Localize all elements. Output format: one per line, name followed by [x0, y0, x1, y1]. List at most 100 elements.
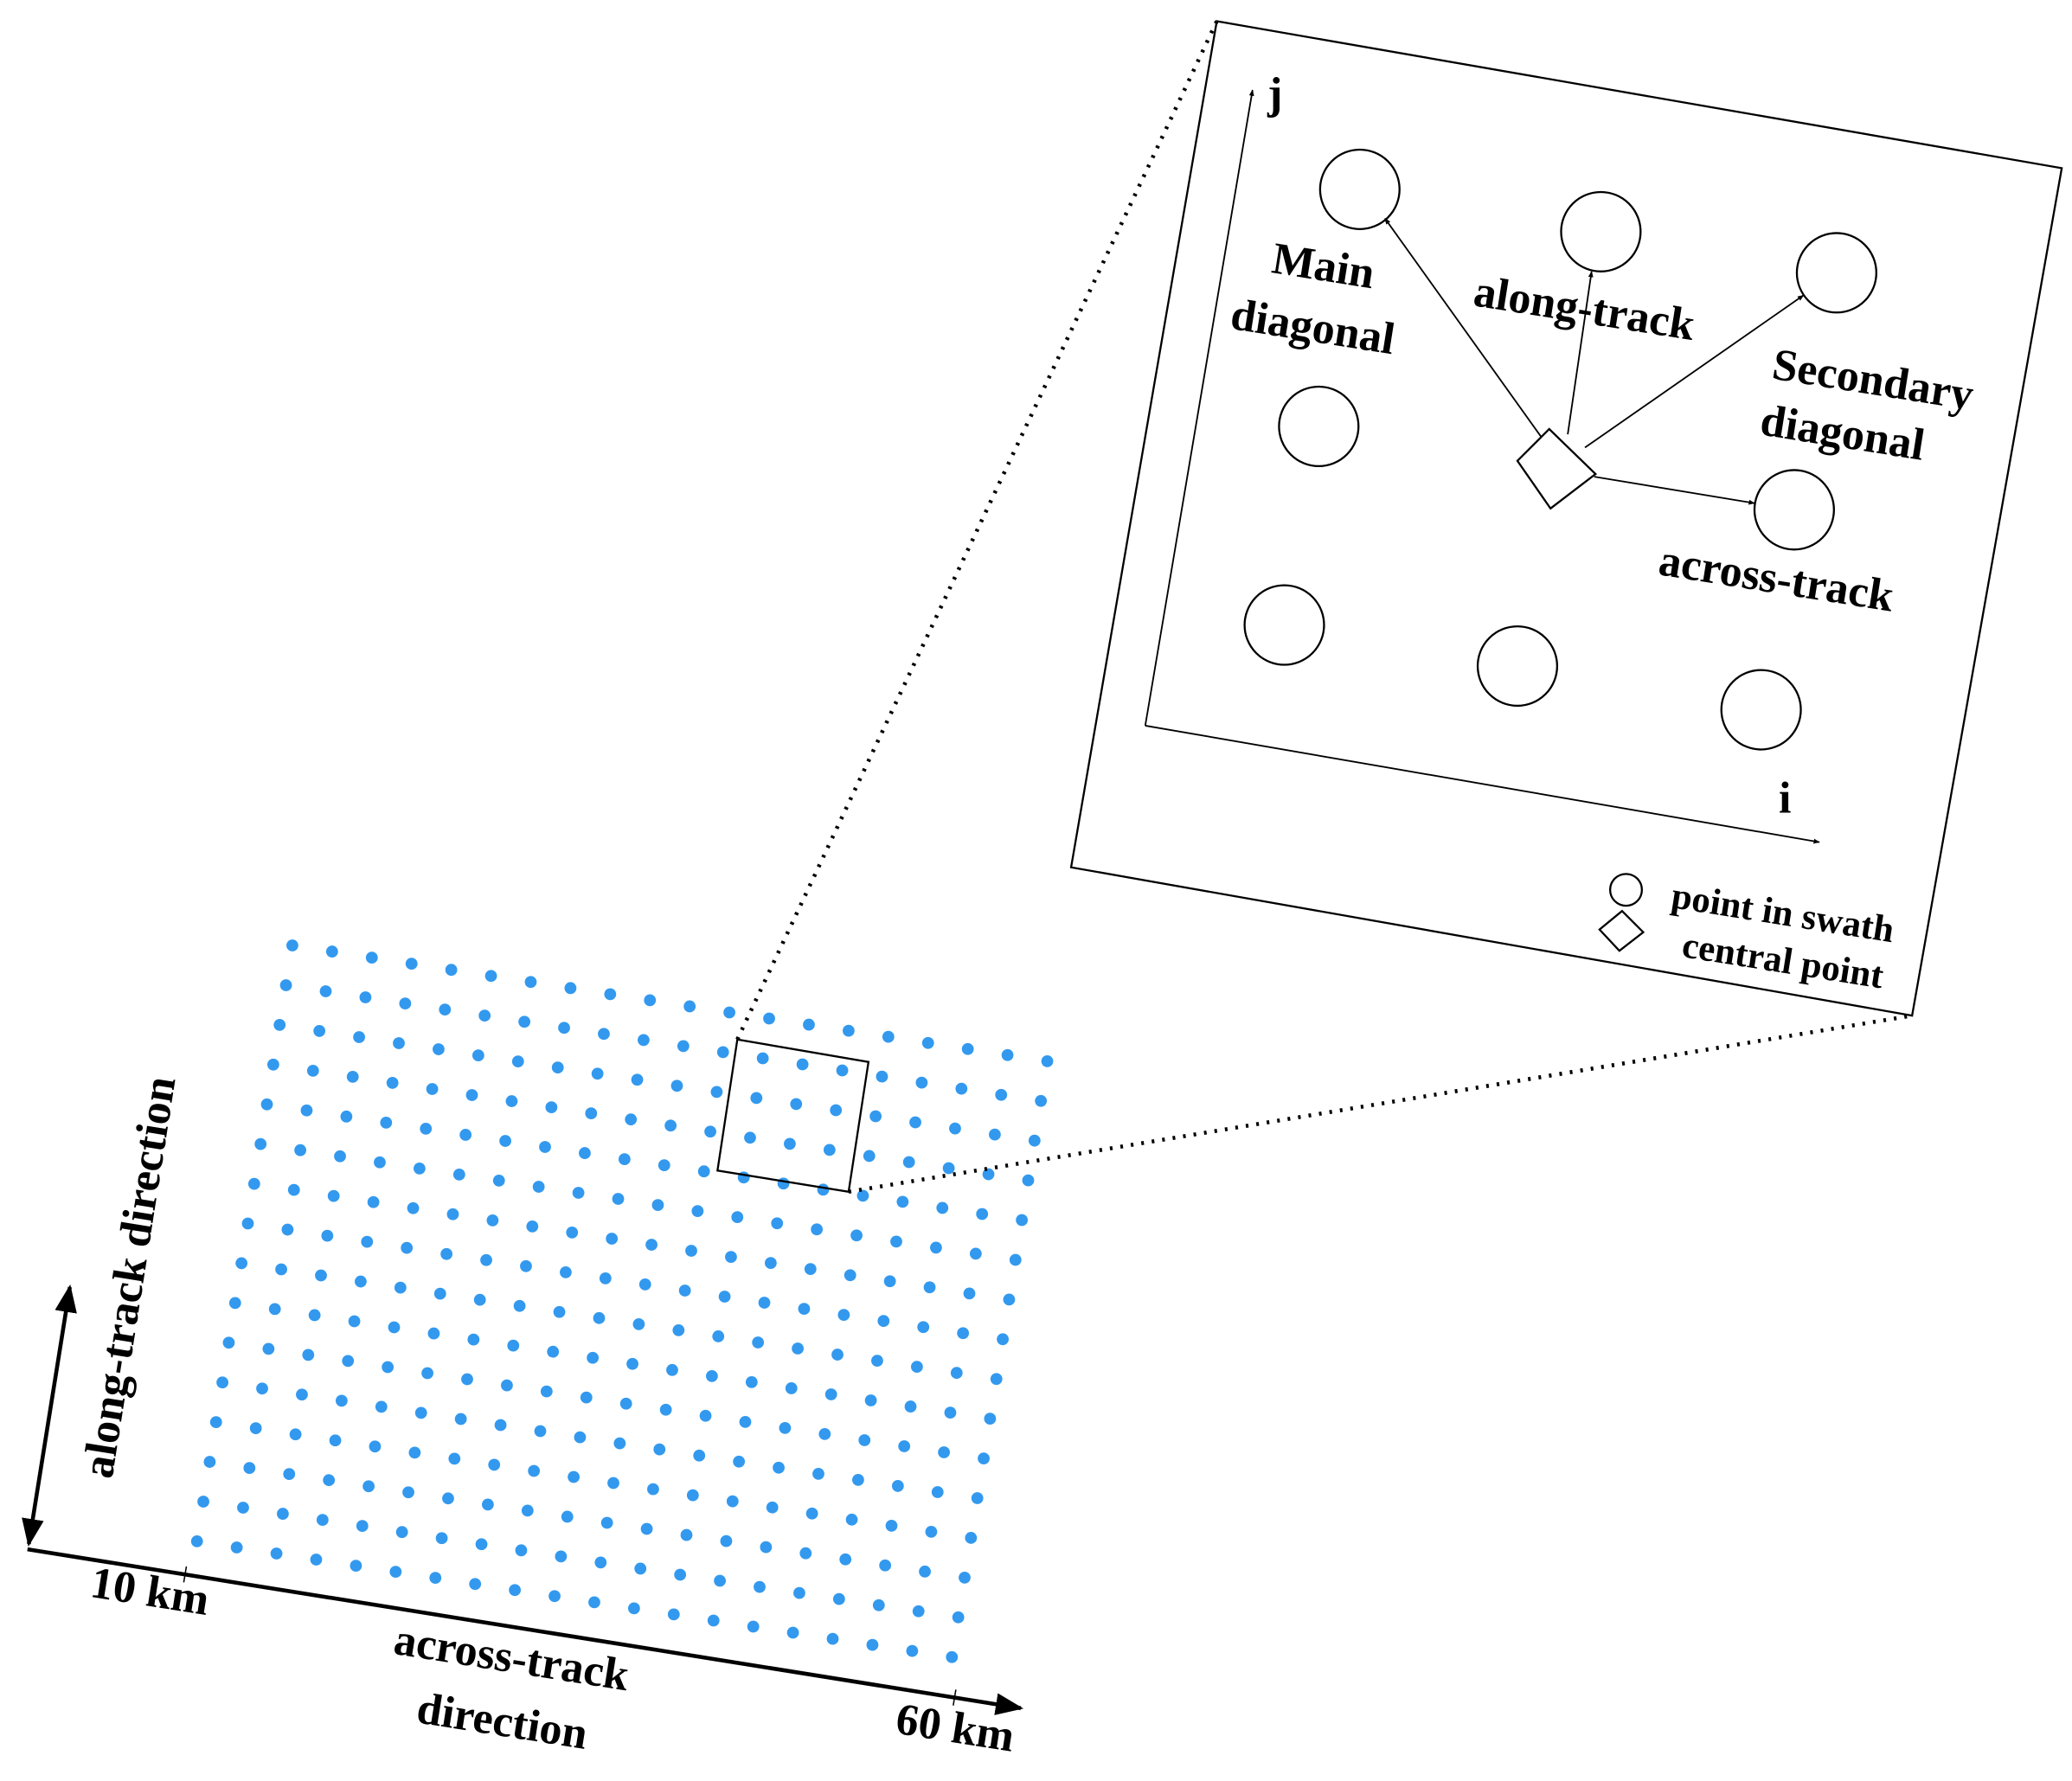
swath-point [334, 1150, 346, 1163]
swath-point [342, 1355, 355, 1368]
swath-point [486, 1214, 499, 1227]
swath-point [731, 1211, 744, 1224]
swath-point [798, 1303, 811, 1315]
swath-point [723, 1006, 735, 1019]
swath-point [683, 1000, 696, 1013]
across-track-axis [27, 1547, 1024, 1715]
swath-point [399, 997, 412, 1009]
swath-point [885, 1519, 898, 1532]
swath-point [478, 1009, 491, 1022]
swath-point [805, 1507, 818, 1520]
swath-point [1009, 1253, 1022, 1266]
swath-point [763, 1012, 775, 1025]
swath-point [982, 1168, 995, 1181]
swath-point [691, 1205, 704, 1218]
swath-point [955, 1082, 968, 1095]
swath-point [374, 1156, 386, 1169]
swath-point [230, 1541, 243, 1554]
swath-point [704, 1125, 716, 1138]
swath-point [680, 1528, 693, 1541]
swath-point [651, 1199, 664, 1211]
swath-point [625, 1113, 638, 1126]
swath-point [957, 1327, 970, 1340]
points [1243, 148, 1877, 751]
swath-point [1035, 1094, 1048, 1107]
swath-point [658, 1159, 670, 1172]
swath-point [310, 1554, 323, 1566]
swath-point [760, 1541, 773, 1554]
swath-point [850, 1229, 863, 1242]
swath-point [540, 1385, 553, 1398]
swath-point [235, 1257, 248, 1270]
swath-point [747, 1620, 760, 1633]
zoom-box [716, 1038, 870, 1194]
swath-point [645, 1239, 658, 1251]
swath-point [818, 1428, 831, 1440]
swath-point [871, 1355, 883, 1367]
swath-point [243, 1462, 256, 1474]
swath-point [572, 1187, 585, 1199]
swath-point [634, 1562, 647, 1575]
swath-point [247, 1177, 260, 1190]
swath-point [388, 1321, 401, 1334]
swath-point [494, 1419, 507, 1432]
swath-point [408, 1446, 421, 1459]
swath-point [869, 1110, 882, 1123]
swath-point [697, 1165, 710, 1178]
swath-point [915, 1076, 928, 1089]
swath-point [837, 1309, 850, 1322]
swath-point [268, 1303, 281, 1316]
swath-point [511, 1055, 524, 1068]
swath-point [356, 1520, 369, 1533]
swath-point [228, 1297, 241, 1310]
swath-point [744, 1131, 756, 1144]
swath-point [369, 1440, 382, 1453]
swath-point [564, 982, 577, 995]
swath-point [898, 1440, 911, 1452]
swath-point [461, 1373, 473, 1386]
swath-point [909, 1116, 921, 1129]
swath-point [407, 1201, 420, 1214]
swath-point [435, 1532, 448, 1545]
swath-point [712, 1330, 725, 1342]
swath-point [976, 1208, 989, 1220]
swath-point [836, 1064, 849, 1077]
swath-point [612, 1193, 625, 1205]
arrow [1584, 294, 1805, 449]
swath-point [560, 1265, 572, 1278]
swath-point [429, 1572, 442, 1585]
legend-diamond [1598, 909, 1645, 952]
swath-point [501, 1379, 513, 1392]
point [1560, 190, 1642, 272]
swath-point [475, 1538, 488, 1551]
swath-point [440, 1247, 453, 1260]
swath-point [678, 1284, 691, 1297]
swath-point [672, 1324, 685, 1336]
swath-point [433, 1043, 445, 1055]
swath-point [946, 1650, 959, 1663]
swath-point [315, 1269, 327, 1282]
swath-point [524, 976, 537, 989]
swath-point [777, 1177, 790, 1190]
swath-point [930, 1241, 942, 1254]
swath-point [949, 1122, 961, 1135]
swath-point [978, 1452, 990, 1464]
swath-point [594, 1556, 607, 1569]
swath-point [260, 1098, 273, 1111]
swath-point [832, 1592, 845, 1605]
swath-point [904, 1400, 917, 1413]
swath-point [553, 1305, 566, 1318]
swath-point [839, 1553, 852, 1566]
swath-point [856, 1189, 869, 1202]
point [1318, 148, 1401, 230]
swath-point [566, 1227, 579, 1239]
swath-point [294, 1144, 306, 1156]
swath-point [758, 1297, 771, 1309]
swath-point [890, 1235, 902, 1248]
swath-point [858, 1434, 871, 1446]
swath-point [883, 1275, 896, 1288]
swath-point [442, 1492, 454, 1505]
swath-point [936, 1201, 949, 1214]
swath-point [604, 988, 617, 1001]
swath-point [365, 951, 378, 964]
